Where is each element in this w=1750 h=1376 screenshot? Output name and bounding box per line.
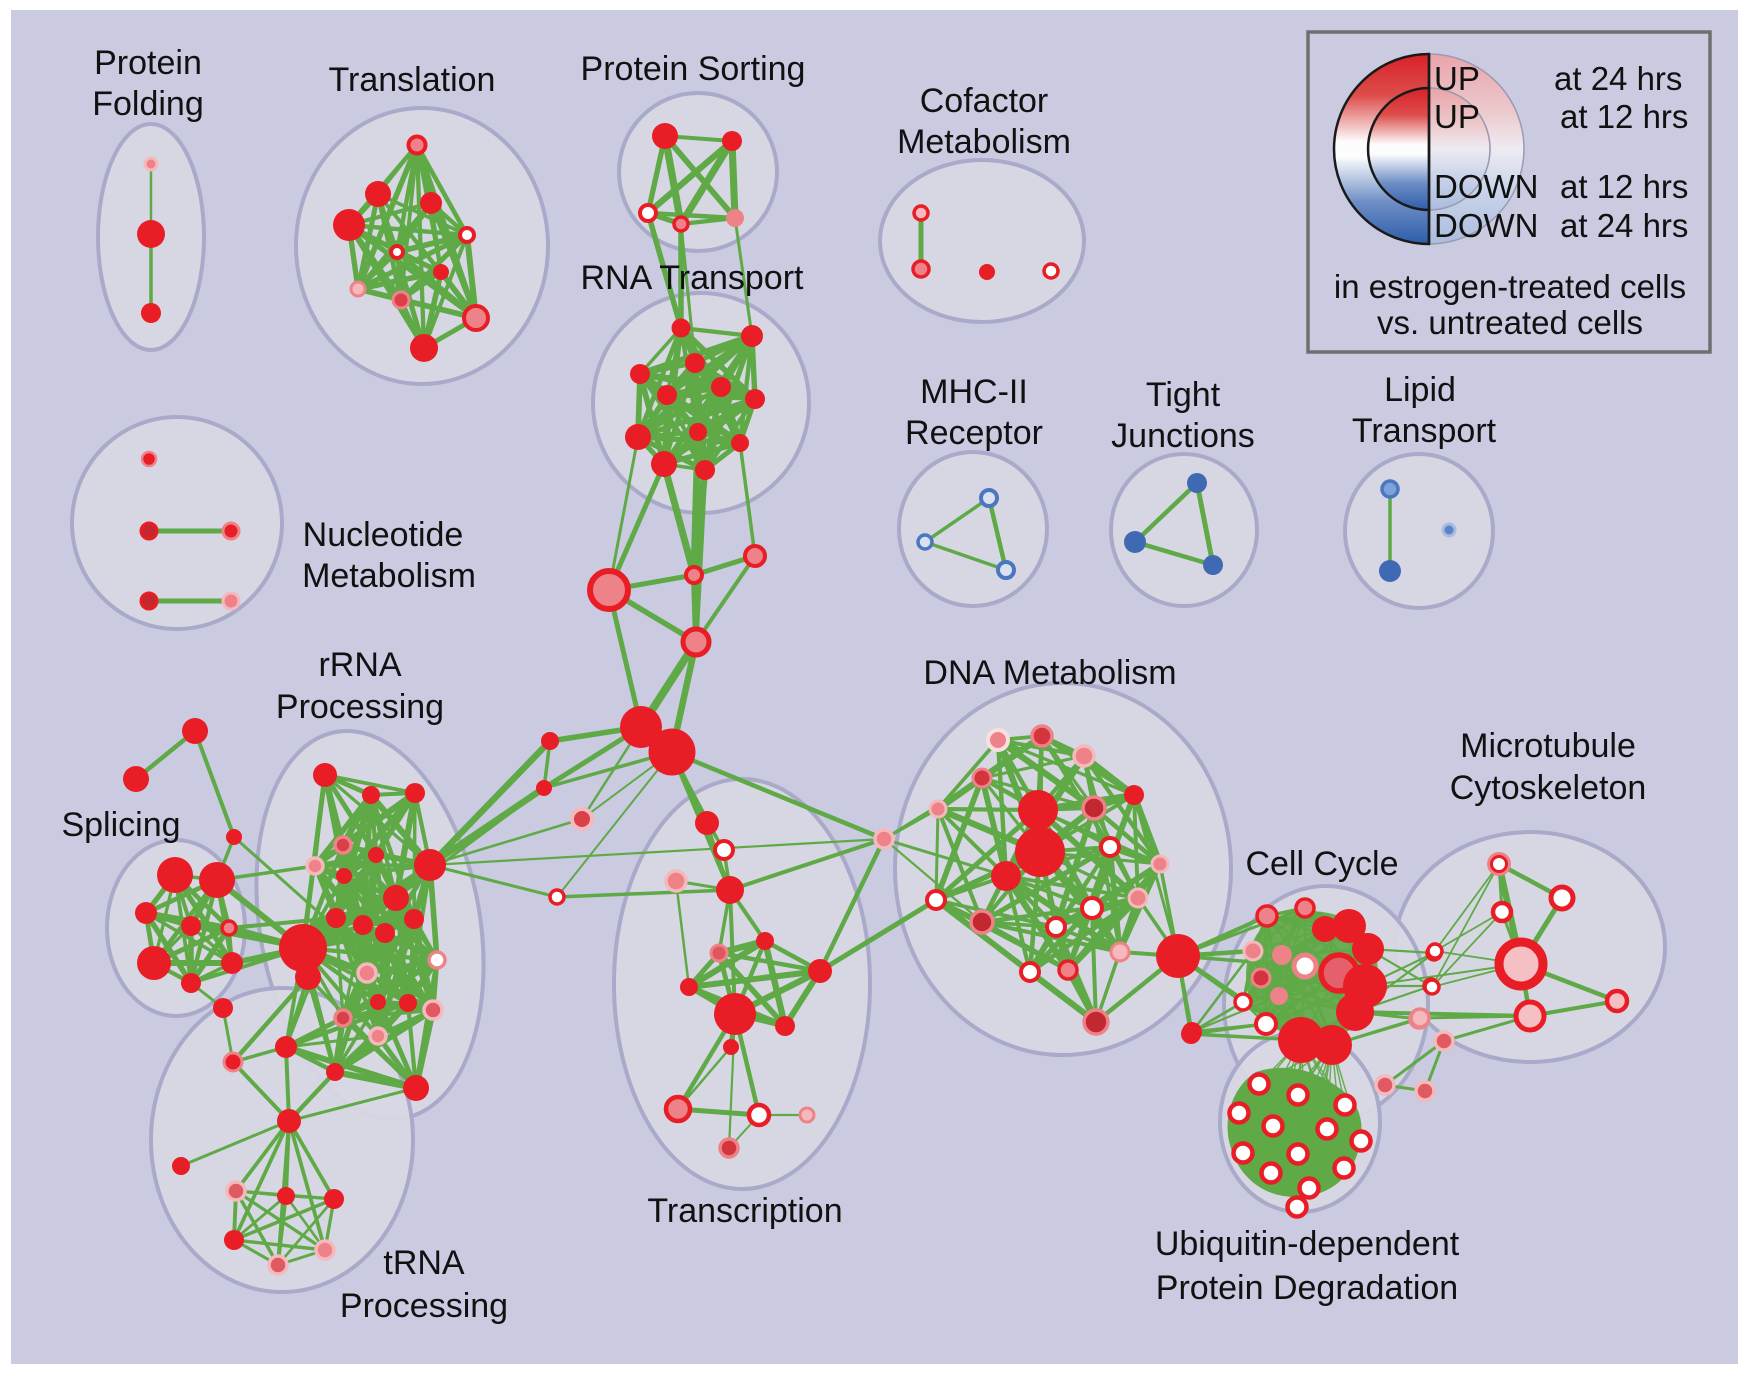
svg-text:Lipid: Lipid [1384,371,1456,409]
svg-text:UP: UP [1434,98,1480,135]
svg-text:rRNA: rRNA [318,646,401,684]
svg-text:Ubiquitin-dependent: Ubiquitin-dependent [1155,1225,1460,1263]
svg-text:UP: UP [1434,60,1480,97]
svg-text:Microtubule: Microtubule [1460,727,1636,765]
svg-text:at 24 hrs: at 24 hrs [1554,60,1682,97]
svg-text:Processing: Processing [276,688,444,726]
svg-text:MHC-II: MHC-II [920,373,1028,411]
svg-text:DNA Metabolism: DNA Metabolism [923,654,1176,692]
svg-text:DOWN: DOWN [1434,168,1538,205]
svg-text:Translation: Translation [329,61,496,99]
svg-text:Folding: Folding [92,85,204,123]
svg-text:DOWN: DOWN [1434,207,1538,244]
svg-text:Junctions: Junctions [1111,417,1255,455]
svg-text:Cell Cycle: Cell Cycle [1245,845,1398,883]
svg-text:Receptor: Receptor [905,414,1043,452]
svg-text:Processing: Processing [340,1287,508,1325]
svg-text:Tight: Tight [1146,376,1221,414]
svg-text:Protein: Protein [94,44,202,82]
svg-text:in estrogen-treated cells: in estrogen-treated cells [1334,268,1686,305]
svg-text:Cytoskeleton: Cytoskeleton [1450,769,1647,807]
svg-text:at 12 hrs: at 12 hrs [1560,168,1688,205]
svg-text:at 12 hrs: at 12 hrs [1560,98,1688,135]
svg-text:Protein Degradation: Protein Degradation [1156,1269,1458,1307]
svg-text:Transcription: Transcription [647,1192,842,1230]
svg-text:Metabolism: Metabolism [302,557,476,595]
svg-text:vs. untreated cells: vs. untreated cells [1377,304,1643,341]
svg-text:at 24 hrs: at 24 hrs [1560,207,1688,244]
svg-text:Metabolism: Metabolism [897,123,1071,161]
svg-text:tRNA: tRNA [383,1244,465,1282]
svg-text:Cofactor: Cofactor [920,82,1049,120]
svg-text:RNA Transport: RNA Transport [581,259,805,297]
svg-text:Transport: Transport [1352,412,1497,450]
svg-text:Splicing: Splicing [61,806,180,844]
svg-text:Nucleotide: Nucleotide [303,516,464,554]
svg-text:Protein Sorting: Protein Sorting [581,50,806,88]
